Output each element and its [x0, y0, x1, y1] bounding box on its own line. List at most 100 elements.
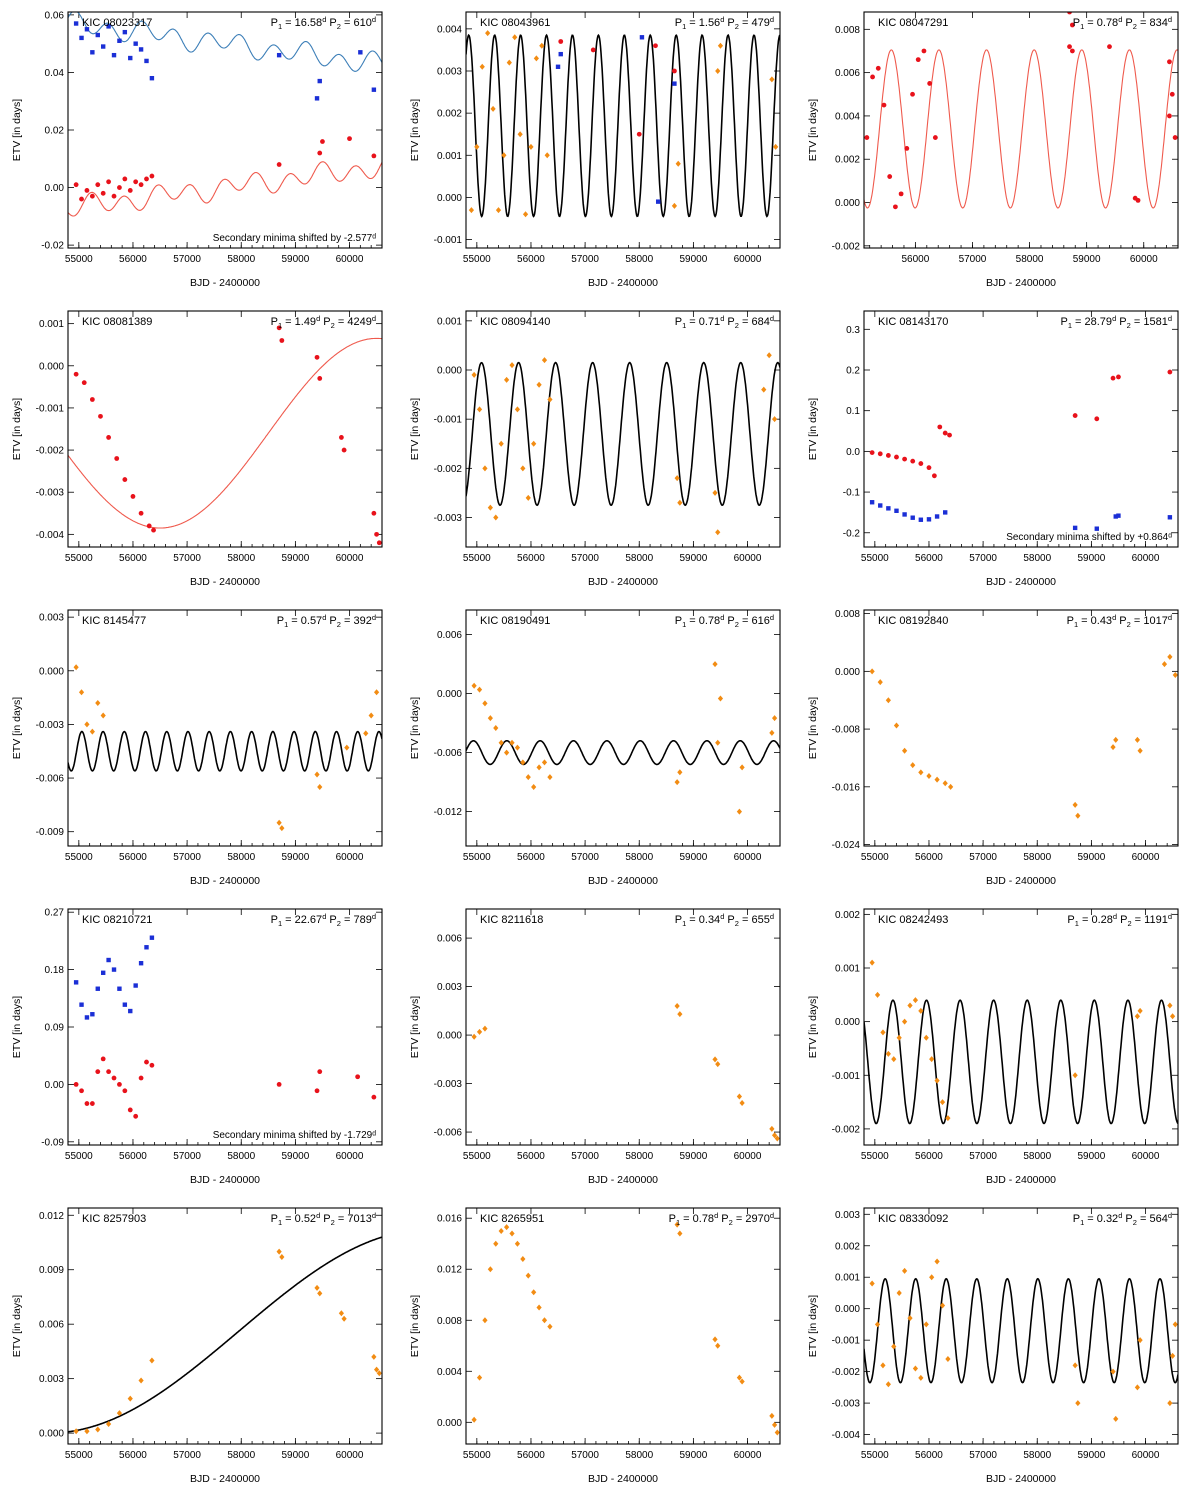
data-point-secondary [133, 983, 138, 988]
etv-panel-12: 55000 56000 57000 58000 59000 60000 -0.002 -0.0… [807, 908, 1179, 1186]
period-label: P1 = 0.28d P2 = 1191d [1067, 912, 1172, 928]
data-point-orange [317, 1290, 323, 1297]
data-point-orange [771, 1132, 778, 1139]
data-point-orange [276, 819, 282, 826]
data-point-orange [520, 759, 526, 766]
x-axis-label: BJD - 2400000 [986, 875, 1056, 887]
data-point-orange [736, 1093, 742, 1100]
data-point-orange [934, 1258, 940, 1265]
data-point-orange [736, 1374, 742, 1381]
etv-panel-13: 55000 56000 57000 58000 59000 60000 0.000 0.003… [11, 1207, 383, 1485]
data-point-orange [766, 352, 772, 359]
data-point-orange [717, 695, 724, 702]
data-point-orange [512, 34, 518, 41]
data-point-orange [715, 529, 721, 536]
data-point-orange [769, 729, 775, 736]
data-point-primary [111, 1075, 117, 1081]
data-point-orange [520, 465, 526, 472]
plot-frame [863, 609, 1179, 847]
data-point-orange [712, 1336, 718, 1343]
data-point-orange [929, 1274, 935, 1281]
y-tick-label: 0.000 [39, 361, 64, 372]
data-point-orange [536, 381, 542, 388]
plot-frame [67, 908, 383, 1146]
data-point-orange [476, 1374, 483, 1381]
data-point-primary [910, 91, 915, 97]
y-tick-label: 0.00 [45, 183, 65, 194]
data-point-orange [89, 728, 95, 735]
data-point-orange [138, 1377, 144, 1384]
kic-label: KIC 08190491 [480, 615, 550, 627]
kic-label: KIC 08081389 [82, 316, 152, 328]
y-tick-label: 0.000 [39, 1429, 64, 1440]
data-point-orange [910, 762, 916, 769]
etv-panel-14: 55000 56000 57000 58000 59000 60000 0.000 0.004… [409, 1207, 781, 1485]
x-tick-label: 60000 [734, 852, 762, 863]
plot-area [471, 1221, 780, 1436]
x-tick-label: 58000 [1023, 1151, 1051, 1162]
data-point-primary [1067, 12, 1072, 15]
data-point-secondary [918, 517, 924, 522]
data-point-secondary [73, 980, 79, 985]
data-point-orange [1172, 1321, 1178, 1328]
data-point-orange [487, 715, 493, 722]
data-point-primary [111, 193, 117, 199]
data-point-orange [525, 494, 531, 501]
plot-frame [465, 310, 781, 548]
data-point-primary [84, 1101, 90, 1106]
y-tick-label: 0.000 [437, 193, 462, 204]
data-point-orange [869, 959, 875, 966]
x-tick-label: 55000 [463, 1151, 491, 1162]
data-point-orange [509, 362, 515, 369]
data-point-orange [522, 211, 529, 218]
y-tick-label: 0.000 [437, 366, 462, 377]
data-point-primary [898, 191, 904, 197]
data-point-orange [1113, 736, 1119, 743]
data-point-orange [774, 1429, 780, 1436]
plot-frame [465, 1207, 781, 1445]
x-tick-label: 58000 [227, 254, 255, 265]
data-point-orange [880, 1362, 886, 1369]
y-axis-label: ETV [in days] [11, 99, 23, 162]
x-tick-label: 55000 [65, 852, 93, 863]
data-point-orange [1167, 1002, 1173, 1009]
data-point-secondary [1072, 525, 1078, 531]
x-tick-label: 59000 [679, 1450, 707, 1461]
data-point-orange [1072, 801, 1078, 808]
data-point-orange [116, 1410, 123, 1417]
y-tick-label: 0.06 [45, 10, 65, 21]
data-point-orange [1075, 812, 1081, 819]
data-point-primary [146, 523, 152, 529]
data-point-orange [877, 679, 883, 686]
kic-label: KIC 08242493 [878, 914, 948, 926]
y-axis-label: ETV [in days] [11, 398, 23, 461]
data-point-orange [902, 1267, 908, 1274]
etv-panel-6: 55000 56000 57000 58000 59000 60000 -0.2 -0.1 0.… [807, 310, 1179, 588]
data-point-orange [769, 1125, 775, 1132]
data-point-orange [482, 1025, 488, 1032]
data-point-primary [887, 174, 893, 179]
data-point-orange [474, 143, 480, 150]
data-point-orange [498, 440, 504, 447]
data-point-orange [912, 997, 919, 1004]
y-tick-label: 0.008 [835, 609, 860, 620]
data-point-secondary [878, 503, 883, 508]
y-tick-label: 0.000 [39, 666, 64, 677]
data-point-orange [674, 1221, 680, 1228]
data-point-orange [373, 689, 380, 696]
plot-area [471, 1002, 780, 1142]
data-point-secondary [1113, 514, 1118, 519]
x-tick-label: 57000 [571, 254, 599, 265]
y-tick-label: 0.09 [45, 1023, 65, 1034]
x-tick-label: 55000 [463, 852, 491, 863]
data-point-orange [674, 1002, 680, 1009]
x-tick-label: 55000 [861, 1450, 889, 1461]
data-point-primary [100, 1056, 106, 1062]
data-point-primary [636, 131, 642, 137]
data-point-primary [885, 453, 891, 458]
data-point-orange [314, 771, 320, 778]
data-point-orange [482, 700, 488, 707]
data-point-primary [117, 185, 122, 190]
x-tick-label: 60000 [336, 1450, 364, 1461]
x-tick-label: 60000 [1130, 254, 1158, 265]
